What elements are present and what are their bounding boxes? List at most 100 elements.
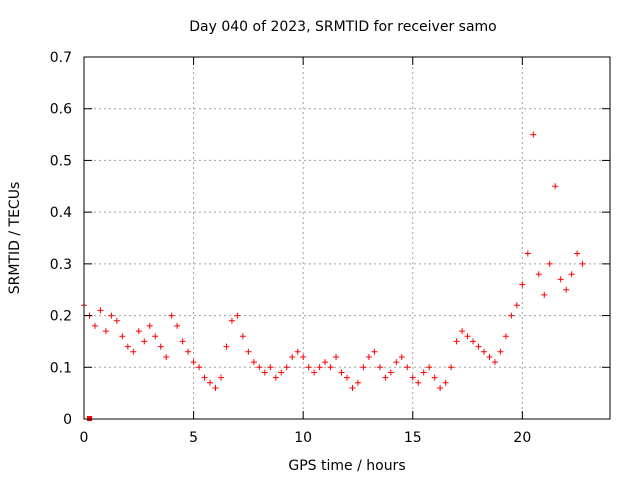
data-point: [568, 271, 575, 278]
data-point: [179, 338, 186, 345]
y-tick-label: 0: [63, 412, 72, 428]
data-point: [163, 353, 170, 360]
data-point: [223, 343, 230, 350]
data-point: [491, 359, 498, 366]
data-point: [261, 369, 268, 376]
data-point: [475, 343, 482, 350]
data-point: [322, 359, 329, 366]
data-point: [535, 271, 542, 278]
x-tick-label: 15: [404, 430, 422, 446]
data-point: [174, 322, 181, 329]
chart-title: Day 040 of 2023, SRMTID for receiver sam…: [189, 19, 497, 35]
data-point: [245, 348, 252, 355]
x-tick-label: 0: [80, 430, 89, 446]
data-point: [272, 374, 279, 381]
data-point: [333, 353, 340, 360]
data-point: [513, 302, 520, 309]
data-point: [196, 364, 203, 371]
data-point: [431, 374, 438, 381]
y-tick-label: 0.3: [50, 257, 72, 273]
data-point: [349, 384, 356, 391]
data-point: [108, 312, 115, 319]
data-point: [201, 374, 208, 381]
data-point: [207, 379, 214, 386]
data-point: [97, 307, 104, 314]
data-point: [146, 322, 153, 329]
data-point: [579, 260, 586, 267]
data-point: [530, 131, 537, 138]
data-point: [398, 353, 405, 360]
data-point: [212, 384, 219, 391]
data-point: [305, 364, 312, 371]
y-tick-label: 0.1: [50, 360, 72, 376]
points-layer: [81, 131, 586, 421]
data-point: [289, 353, 296, 360]
ticks-layer: 0 0.1 0.2 0.3 0.4 0.5 0.6 0.7 0 5 10 15 20: [50, 50, 610, 446]
x-tick-label: 20: [513, 430, 531, 446]
data-point: [371, 348, 378, 355]
data-point: [360, 364, 367, 371]
data-point: [338, 369, 345, 376]
data-point: [497, 348, 504, 355]
data-point: [459, 328, 466, 335]
data-point: [278, 369, 285, 376]
data-point: [557, 276, 564, 283]
data-point: [157, 343, 164, 350]
data-point: [228, 317, 235, 324]
data-point: [217, 374, 224, 381]
data-point: [415, 379, 422, 386]
plot-frame: [83, 56, 611, 420]
data-point: [354, 379, 361, 386]
data-point: [508, 312, 515, 319]
data-point: [387, 369, 394, 376]
data-point: [464, 333, 471, 340]
data-point: [502, 333, 509, 340]
data-point: [437, 384, 444, 391]
data-point: [376, 364, 383, 371]
data-point: [135, 328, 142, 335]
data-point: [300, 353, 307, 360]
data-point: [486, 353, 493, 360]
data-point: [152, 333, 159, 340]
y-tick-label: 0.4: [50, 205, 72, 221]
data-point: [442, 379, 449, 386]
data-point: [344, 374, 350, 381]
data-point: [124, 343, 131, 350]
data-point: [393, 359, 400, 366]
data-point: [168, 312, 175, 319]
data-point: [541, 291, 548, 298]
data-point: [239, 333, 246, 340]
data-point: [141, 338, 148, 345]
x-axis-label: GPS time / hours: [288, 458, 405, 474]
y-tick-label: 0.7: [50, 50, 72, 66]
data-point: [519, 281, 526, 288]
y-tick-label: 0.6: [50, 102, 72, 118]
data-point: [267, 364, 274, 371]
data-point: [250, 359, 257, 366]
data-point: [185, 348, 192, 355]
data-point: [91, 322, 98, 329]
y-axis-label: SRMTID / TECUs: [7, 182, 23, 295]
data-point: [283, 364, 290, 371]
data-point: [574, 250, 581, 257]
data-point: [113, 317, 120, 324]
data-point: [316, 364, 323, 371]
data-point: [420, 369, 427, 376]
data-point: [102, 328, 109, 335]
data-point: [470, 338, 477, 345]
x-tick-label: 10: [294, 430, 312, 446]
data-point: [130, 348, 137, 355]
data-point: [563, 286, 570, 293]
data-point: [480, 348, 487, 355]
data-point: [365, 353, 372, 360]
data-point: [190, 359, 197, 366]
data-point: [409, 374, 416, 381]
data-point: [546, 260, 553, 267]
data-point: [119, 333, 126, 340]
y-tick-label: 0.5: [50, 153, 72, 169]
data-point: [256, 364, 263, 371]
data-point: [524, 250, 531, 257]
data-point: [453, 338, 460, 345]
